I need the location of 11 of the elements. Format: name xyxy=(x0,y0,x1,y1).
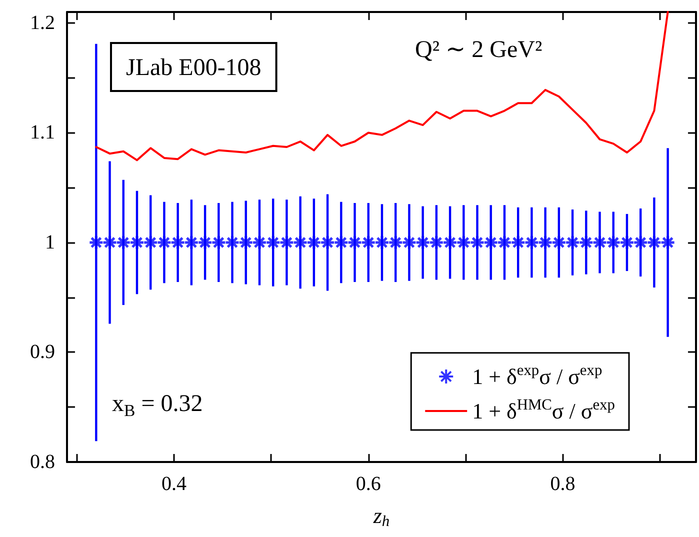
annotation: Q² ∼ 2 GeV² xyxy=(415,37,542,63)
x-tick-label: 0.6 xyxy=(356,473,381,495)
line-series xyxy=(95,11,669,162)
x-tick-label: 0.8 xyxy=(550,473,576,495)
y-tick-label: 0.9 xyxy=(30,341,55,364)
y-tick-label: 0.8 xyxy=(30,451,55,473)
y-tick-label: 1.1 xyxy=(30,122,55,144)
y-tick-label: 1 xyxy=(45,231,55,254)
y-tick-label: 1.2 xyxy=(30,12,55,34)
annotation: JLab E00-108 xyxy=(126,55,262,81)
x-tick-label: 0.4 xyxy=(161,473,186,495)
